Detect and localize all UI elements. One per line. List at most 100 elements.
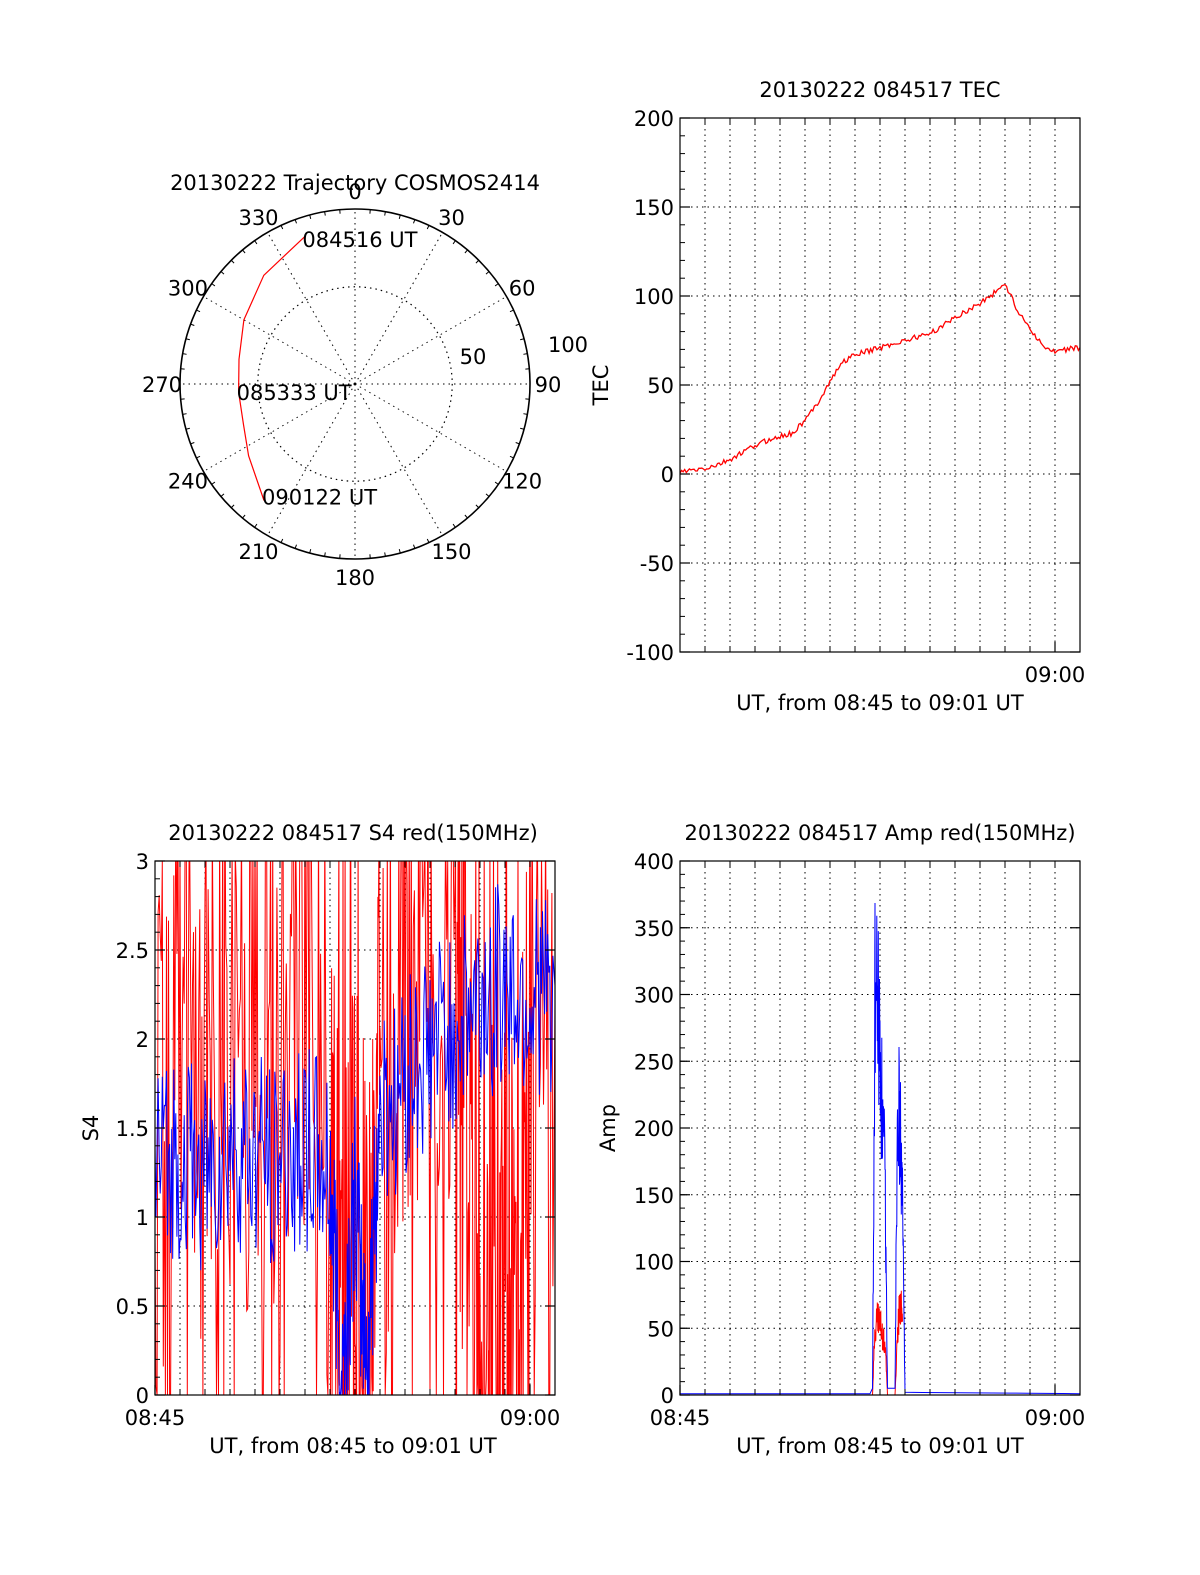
tec-title: 20130222 084517 TEC — [759, 78, 1000, 102]
polar-minor-tick — [211, 283, 216, 287]
polar-spoke — [354, 232, 443, 385]
polar-minor-tick — [398, 549, 401, 554]
polar-minor-tick — [509, 455, 514, 459]
y-tick-label: 2.5 — [116, 939, 149, 963]
polar-minor-tick — [494, 283, 499, 287]
polar-minor-tick — [384, 211, 386, 216]
polar-azimuth-label: 150 — [431, 540, 471, 564]
y-tick-label: 50 — [647, 374, 674, 398]
trajectory-time-label: 084516 UT — [302, 228, 417, 252]
y-tick-label: 1.5 — [116, 1117, 149, 1141]
polar-azimuth-label: 270 — [142, 373, 182, 397]
polar-minor-tick — [294, 219, 297, 224]
y-tick-label: 0 — [661, 463, 674, 487]
series-line — [680, 902, 1080, 1395]
tec-panel: 20130222 084517 TEC -100 -50 0 50 100 150 200 0… — [589, 78, 1085, 715]
amp-title: 20130222 084517 Amp red(150MHz) — [684, 821, 1075, 845]
series-group — [680, 902, 1080, 1395]
tec-plot-area: -100 -50 0 50 100 150 200 09:00 — [626, 107, 1085, 687]
polar-minor-tick — [475, 504, 480, 509]
polar-spoke — [354, 383, 507, 472]
polar-minor-tick — [220, 271, 225, 275]
polar-minor-tick — [452, 523, 456, 528]
polar-minor-tick — [220, 493, 225, 497]
polar-outer-circle — [179, 208, 531, 560]
trajectory-line — [237, 236, 305, 501]
polar-azimuth-label: 210 — [238, 540, 278, 564]
polar-minor-tick — [242, 249, 246, 254]
polar-minor-tick — [182, 353, 187, 355]
polar-minor-tick — [523, 353, 528, 355]
polar-minor-tick — [426, 225, 430, 230]
series-group — [155, 861, 555, 1395]
polar-minor-tick — [475, 259, 480, 264]
polar-minor-tick — [509, 309, 514, 313]
x-tick-label: 09:00 — [500, 1406, 561, 1430]
y-tick-label: 300 — [634, 984, 674, 1008]
polar-azimuth-label: 240 — [168, 470, 208, 494]
polar-minor-tick — [520, 338, 525, 341]
series-line — [155, 884, 555, 1395]
polar-radial-labels: 50 100 — [460, 333, 588, 369]
series-group — [680, 283, 1080, 474]
x-tick-label: 09:00 — [1025, 663, 1086, 687]
polar-minor-tick — [413, 544, 416, 549]
series-line — [680, 283, 1080, 474]
trajectory-series: 084516 UT 085333 UT 090122 UT — [237, 228, 418, 510]
y-tick-label: 0 — [136, 1384, 149, 1408]
y-tick-label: 400 — [634, 850, 674, 874]
polar-grid — [179, 208, 531, 560]
y-tick-label: 100 — [634, 285, 674, 309]
polar-spoke — [267, 232, 356, 385]
series-line — [155, 861, 555, 1395]
y-tick-label: 150 — [634, 1184, 674, 1208]
polar-minor-tick — [294, 544, 297, 549]
trajectory-time-label: 085333 UT — [237, 381, 352, 405]
polar-spoke — [354, 383, 443, 536]
polar-minor-tick — [452, 240, 456, 245]
polar-inner-circle — [257, 286, 453, 482]
trajectory-polar-panel: 20130222 Trajectory COSMOS2414 0 30 60 90 12… — [142, 171, 588, 590]
amp-x-axis-label: UT, from 08:45 to 09:01 UT — [736, 1434, 1024, 1458]
polar-spoke — [203, 296, 356, 385]
polar-minor-tick — [324, 552, 326, 557]
series-line — [872, 1290, 903, 1395]
trajectory-time-label: 090122 UT — [262, 486, 377, 510]
s4-plot-area: 0 0.5 1 1.5 2 2.5 3 08:45 09:00 — [116, 850, 561, 1430]
y-tick-label: 200 — [634, 1117, 674, 1141]
polar-minor-tick — [426, 538, 430, 543]
polar-minor-tick — [190, 442, 195, 445]
polar-minor-tick — [182, 413, 187, 415]
polar-minor-tick — [185, 338, 190, 341]
polar-minor-tick — [196, 309, 201, 313]
polar-minor-tick — [211, 481, 216, 485]
y-tick-label: 150 — [634, 196, 674, 220]
y-tick-label: -100 — [626, 641, 674, 665]
y-tick-label: 0.5 — [116, 1295, 149, 1319]
y-tick-label: 200 — [634, 107, 674, 131]
trajectory-title: 20130222 Trajectory COSMOS2414 — [170, 171, 540, 195]
y-tick-label: 50 — [647, 1317, 674, 1341]
y-tick-label: 2 — [136, 1028, 149, 1052]
y-tick-label: 0 — [661, 1384, 674, 1408]
x-tick-label: 08:45 — [125, 1406, 186, 1430]
polar-spoke — [354, 296, 507, 385]
polar-minor-tick — [309, 549, 312, 554]
tec-x-axis-label: UT, from 08:45 to 09:01 UT — [736, 691, 1024, 715]
polar-minor-tick — [230, 259, 235, 264]
polar-minor-tick — [494, 481, 499, 485]
polar-minor-tick — [324, 211, 326, 216]
polar-minor-tick — [242, 514, 246, 519]
polar-minor-tick — [520, 427, 525, 430]
amp-plot-area: 0 50 100 150 200 250 300 350 400 08:45 09:00 — [634, 850, 1085, 1430]
polar-radial-label: 100 — [548, 333, 588, 357]
polar-minor-tick — [413, 219, 416, 224]
polar-minor-tick — [230, 504, 235, 509]
polar-azimuth-label: 30 — [438, 206, 465, 230]
polar-azimuth-label: 0 — [348, 180, 361, 204]
y-tick-label: -50 — [640, 552, 674, 576]
y-tick-label: 1 — [136, 1206, 149, 1230]
polar-minor-tick — [464, 249, 468, 254]
polar-minor-tick — [254, 240, 258, 245]
